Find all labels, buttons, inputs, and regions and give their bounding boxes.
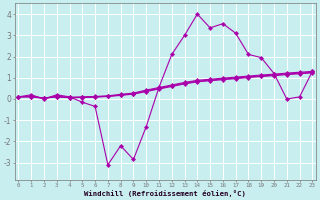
X-axis label: Windchill (Refroidissement éolien,°C): Windchill (Refroidissement éolien,°C) xyxy=(84,190,246,197)
